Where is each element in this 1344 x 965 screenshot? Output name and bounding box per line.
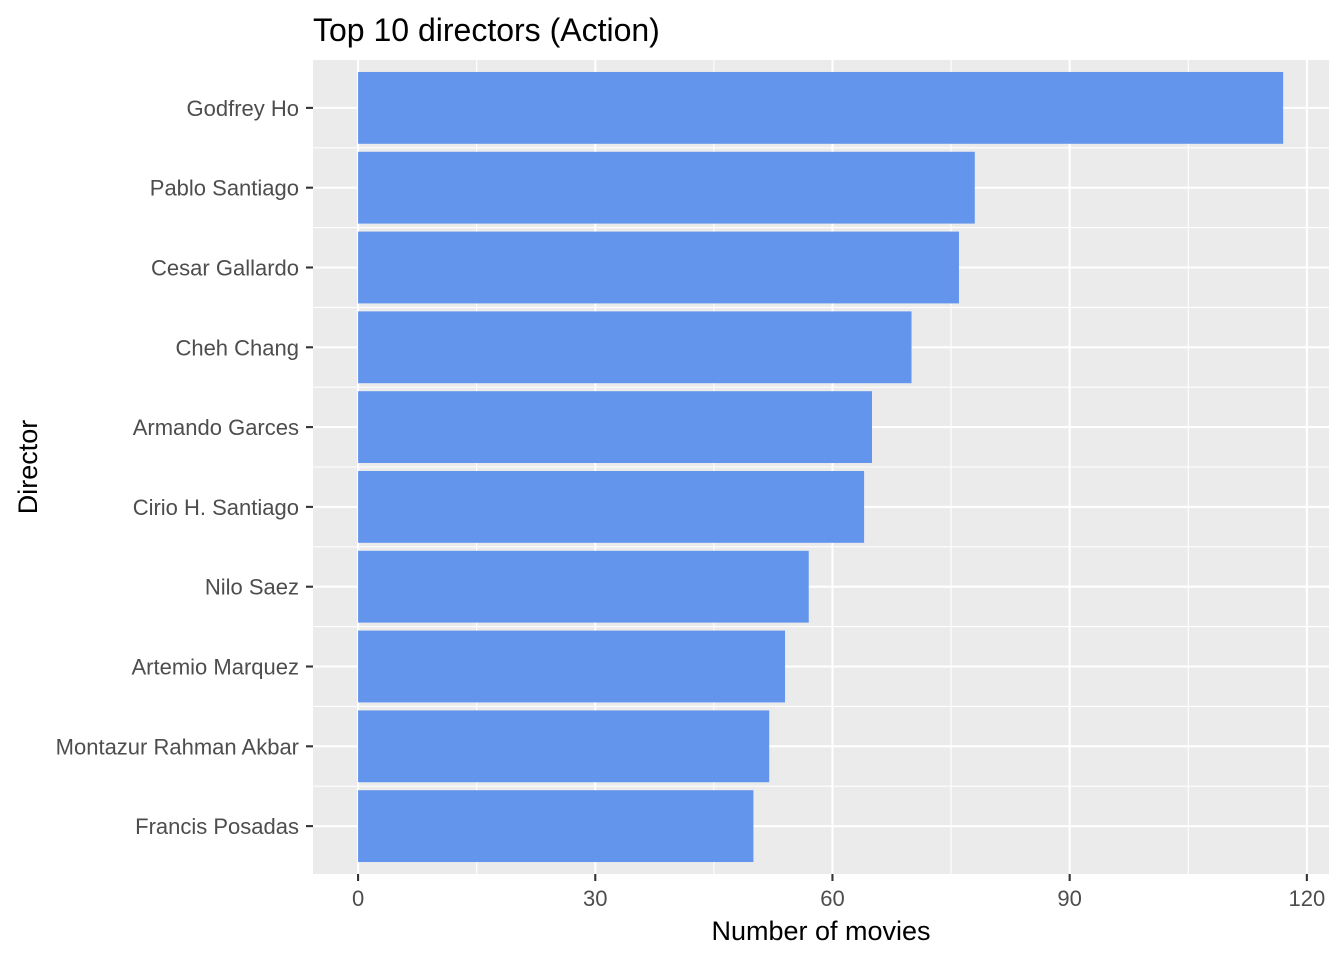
bar: [358, 630, 786, 703]
x-axis: 0 30 60 90 120: [352, 874, 1325, 911]
y-tick-label: Pablo Santiago: [150, 176, 299, 201]
chart-title: Top 10 directors (Action): [313, 12, 660, 48]
y-tick-label: Montazur Rahman Akbar: [56, 734, 299, 759]
bar: [358, 151, 975, 224]
x-tick-label: 0: [352, 886, 364, 911]
bar: [358, 710, 770, 783]
x-axis-title: Number of movies: [711, 916, 930, 946]
y-tick-label: Francis Posadas: [135, 814, 299, 839]
y-tick-label: Cirio H. Santiago: [133, 495, 299, 520]
y-axis-title: Director: [13, 420, 43, 515]
x-tick-label: 120: [1289, 886, 1326, 911]
x-tick-label: 30: [583, 886, 607, 911]
y-tick-label: Artemio Marquez: [131, 655, 299, 680]
y-tick-label: Nilo Saez: [205, 575, 299, 600]
y-tick-label: Armando Garces: [133, 415, 299, 440]
bar: [358, 470, 865, 543]
bar: [358, 71, 1284, 144]
y-tick-label: Godfrey Ho: [187, 96, 300, 121]
bars: [358, 71, 1284, 863]
bar: [358, 790, 754, 863]
y-tick-label: Cesar Gallardo: [151, 255, 299, 280]
x-tick-label: 60: [820, 886, 844, 911]
y-tick-label: Cheh Chang: [175, 335, 299, 360]
x-tick-label: 90: [1057, 886, 1081, 911]
bar: [358, 311, 912, 384]
y-axis: Godfrey Ho Pablo Santiago Cesar Gallardo Ch…: [56, 96, 313, 839]
bar: [358, 231, 959, 304]
bar: [358, 391, 872, 464]
bar: [358, 550, 809, 623]
